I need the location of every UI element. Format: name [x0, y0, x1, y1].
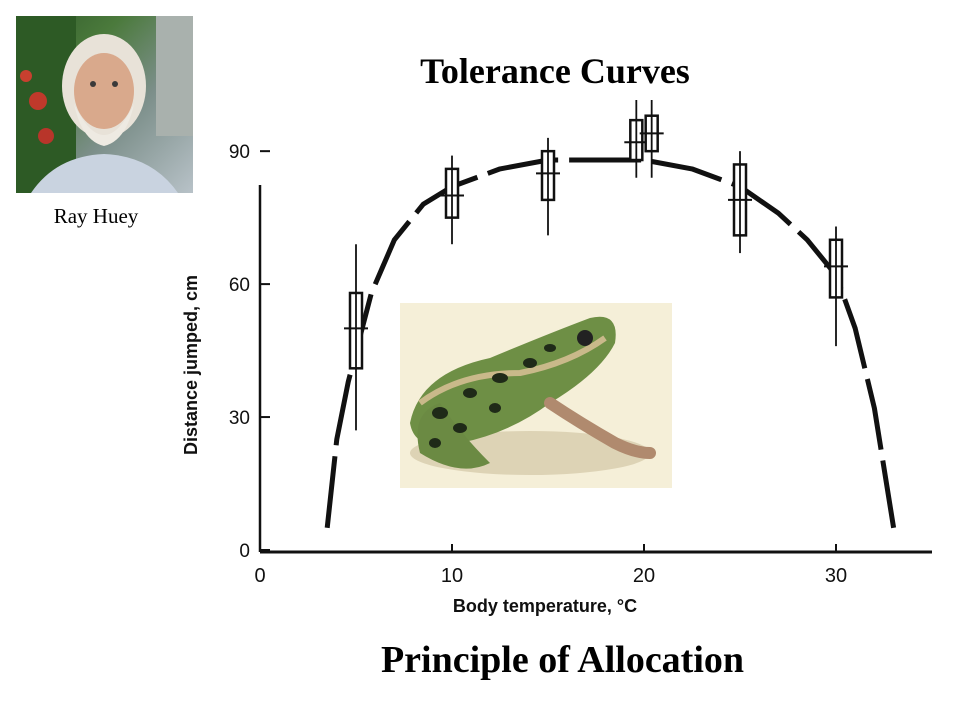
- y-tick-label: 30: [229, 408, 250, 429]
- y-tick-label: 60: [229, 275, 250, 296]
- box-plot: [639, 100, 664, 178]
- x-tick-label: 30: [825, 565, 847, 587]
- x-tick-label: 20: [633, 565, 655, 587]
- chart-axes: [258, 185, 932, 554]
- y-tick-label: 0: [239, 541, 250, 562]
- box-plots: [344, 100, 848, 431]
- frog-illustration: [410, 316, 656, 475]
- y-axis-label: Distance jumped, cm: [181, 275, 201, 455]
- slide-title: Tolerance Curves: [420, 51, 690, 91]
- box-plot: [824, 226, 848, 347]
- box-plot: [536, 137, 560, 236]
- tick-labels: 0 30 60 90 0 10 20 30: [229, 142, 847, 587]
- ray-huey-photo: [16, 16, 193, 193]
- x-tick-label: 10: [441, 565, 463, 587]
- tolerance-curve-chart: 0 30 60 90 0 10 20 30 Body temperature, °C Dist…: [181, 100, 932, 616]
- box-plot: [624, 100, 649, 178]
- box-plot: [344, 244, 368, 431]
- slide-subtitle: Principle of Allocation: [380, 639, 745, 681]
- portrait-illustration: [16, 16, 193, 193]
- photo-caption: Ray Huey: [53, 204, 139, 228]
- x-axis-label: Body temperature, °C: [453, 596, 637, 616]
- box-plot: [440, 155, 464, 245]
- box-plot: [728, 151, 752, 254]
- leopard-frog-photo: [400, 303, 672, 488]
- x-tick-label: 0: [254, 565, 265, 587]
- y-tick-label: 90: [229, 142, 250, 163]
